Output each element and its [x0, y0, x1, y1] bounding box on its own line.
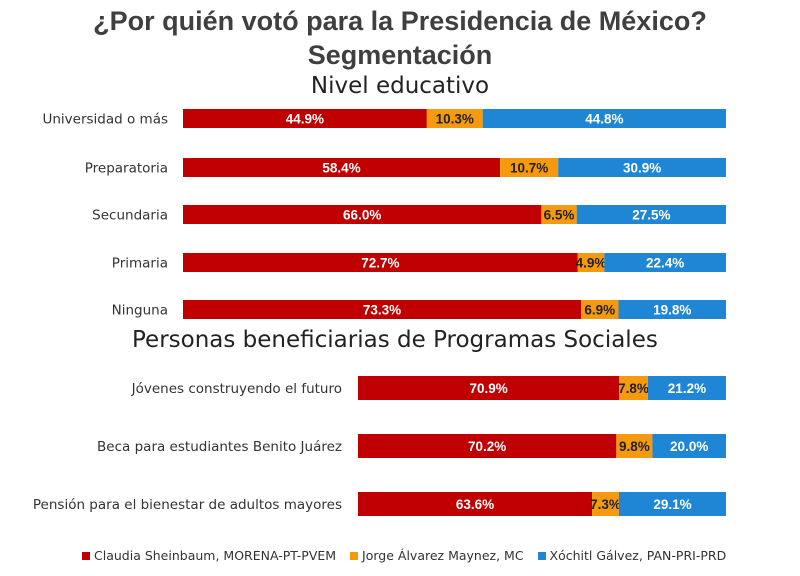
bar-segment-xochitl [482, 109, 726, 128]
category-label: Universidad o más [42, 112, 168, 128]
legend-swatch-claudia [82, 552, 90, 560]
section-title-programas-sociales: Personas beneficiarias de Programas Soci… [132, 327, 658, 353]
bar-segment-jorge [581, 300, 619, 319]
data-label-claudia: 66.0% [343, 208, 381, 223]
data-label-jorge: 10.7% [510, 161, 548, 176]
data-label-claudia: 70.9% [469, 381, 507, 396]
bar-segment-claudia [183, 300, 582, 319]
data-label-claudia: 44.9% [286, 112, 324, 127]
data-label-jorge: 10.3% [436, 112, 474, 127]
legend-item-jorge: Jorge Álvarez Maynez, MC [350, 548, 524, 563]
data-label-xochitl: 44.8% [585, 112, 623, 127]
bar-segment-claudia [358, 376, 620, 400]
legend-item-xochitl: Xóchitl Gálvez, PAN-PRI-PRD [537, 548, 727, 563]
data-label-xochitl: 19.8% [653, 303, 691, 318]
bar-segment-xochitl [647, 376, 726, 400]
bar-segment-jorge [592, 492, 619, 516]
data-label-xochitl: 21.2% [668, 381, 706, 396]
bar-segment-xochitl [576, 205, 726, 224]
data-label-jorge: 6.5% [544, 208, 575, 223]
bar-segment-claudia [358, 434, 617, 458]
data-label-claudia: 73.3% [363, 303, 401, 318]
bar-segment-jorge [577, 253, 605, 272]
stacked-bar-charts: Universidad o más 44.9% 10.3% 44.8% Preparat… [33, 109, 726, 516]
bar-segment-jorge [500, 158, 559, 177]
legend-label-xochitl: Xóchitl Gálvez, PAN-PRI-PRD [549, 548, 727, 563]
chart-title: ¿Por quién votó para la Presidencia de M… [93, 6, 707, 36]
category-label: Jóvenes construyendo el futuro [131, 381, 342, 397]
data-label-claudia: 58.4% [322, 161, 360, 176]
data-label-jorge: 7.3% [590, 497, 621, 512]
legend-label-claudia: Claudia Sheinbaum, MORENA-PT-PVEM [94, 548, 337, 563]
bar-segment-claudia [183, 158, 501, 177]
data-label-claudia: 63.6% [456, 497, 494, 512]
chart-subtitle: Segmentación [307, 40, 493, 70]
data-label-xochitl: 20.0% [670, 439, 708, 454]
legend: Claudia Sheinbaum, MORENA-PT-PVEM Jorge … [82, 548, 736, 563]
category-label: Secundaria [92, 208, 168, 224]
data-label-claudia: 70.2% [468, 439, 506, 454]
data-label-jorge: 4.9% [576, 256, 607, 271]
data-label-xochitl: 27.5% [632, 208, 670, 223]
legend-swatch-xochitl [537, 552, 546, 560]
bar-segment-xochitl [618, 492, 726, 516]
bar-segment-xochitl [558, 158, 726, 177]
bar-segment-xochitl [604, 253, 726, 272]
bar-segment-jorge [616, 434, 653, 458]
category-label: Pensión para el bienestar de adultos may… [33, 497, 342, 513]
data-label-jorge: 9.8% [619, 439, 650, 454]
data-label-jorge: 6.9% [584, 303, 615, 318]
category-label: Beca para estudiantes Benito Juárez [97, 439, 342, 455]
legend-item-claudia: Claudia Sheinbaum, MORENA-PT-PVEM [82, 548, 336, 563]
bar-segment-claudia [183, 205, 542, 224]
data-label-jorge: 7.8% [618, 381, 649, 396]
section-title-nivel-educativo: Nivel educativo [310, 73, 490, 99]
data-label-xochitl: 30.9% [623, 161, 661, 176]
category-label: Primaria [112, 256, 168, 272]
bar-segment-xochitl [652, 434, 726, 458]
bar-segment-jorge [541, 205, 577, 224]
legend-label-jorge: Jorge Álvarez Maynez, MC [362, 548, 524, 563]
legend-swatch-jorge [350, 552, 359, 560]
category-label: Ninguna [112, 303, 168, 319]
data-label-xochitl: 22.4% [646, 256, 684, 271]
data-label-claudia: 72.7% [361, 256, 399, 271]
bar-segment-jorge [426, 109, 483, 128]
category-label: Preparatoria [85, 161, 168, 177]
bar-segment-claudia [183, 109, 427, 128]
bar-segment-claudia [358, 492, 593, 516]
bar-segment-xochitl [618, 300, 726, 319]
bar-segment-jorge [619, 376, 648, 400]
bar-segment-claudia [183, 253, 578, 272]
data-label-xochitl: 29.1% [653, 497, 691, 512]
